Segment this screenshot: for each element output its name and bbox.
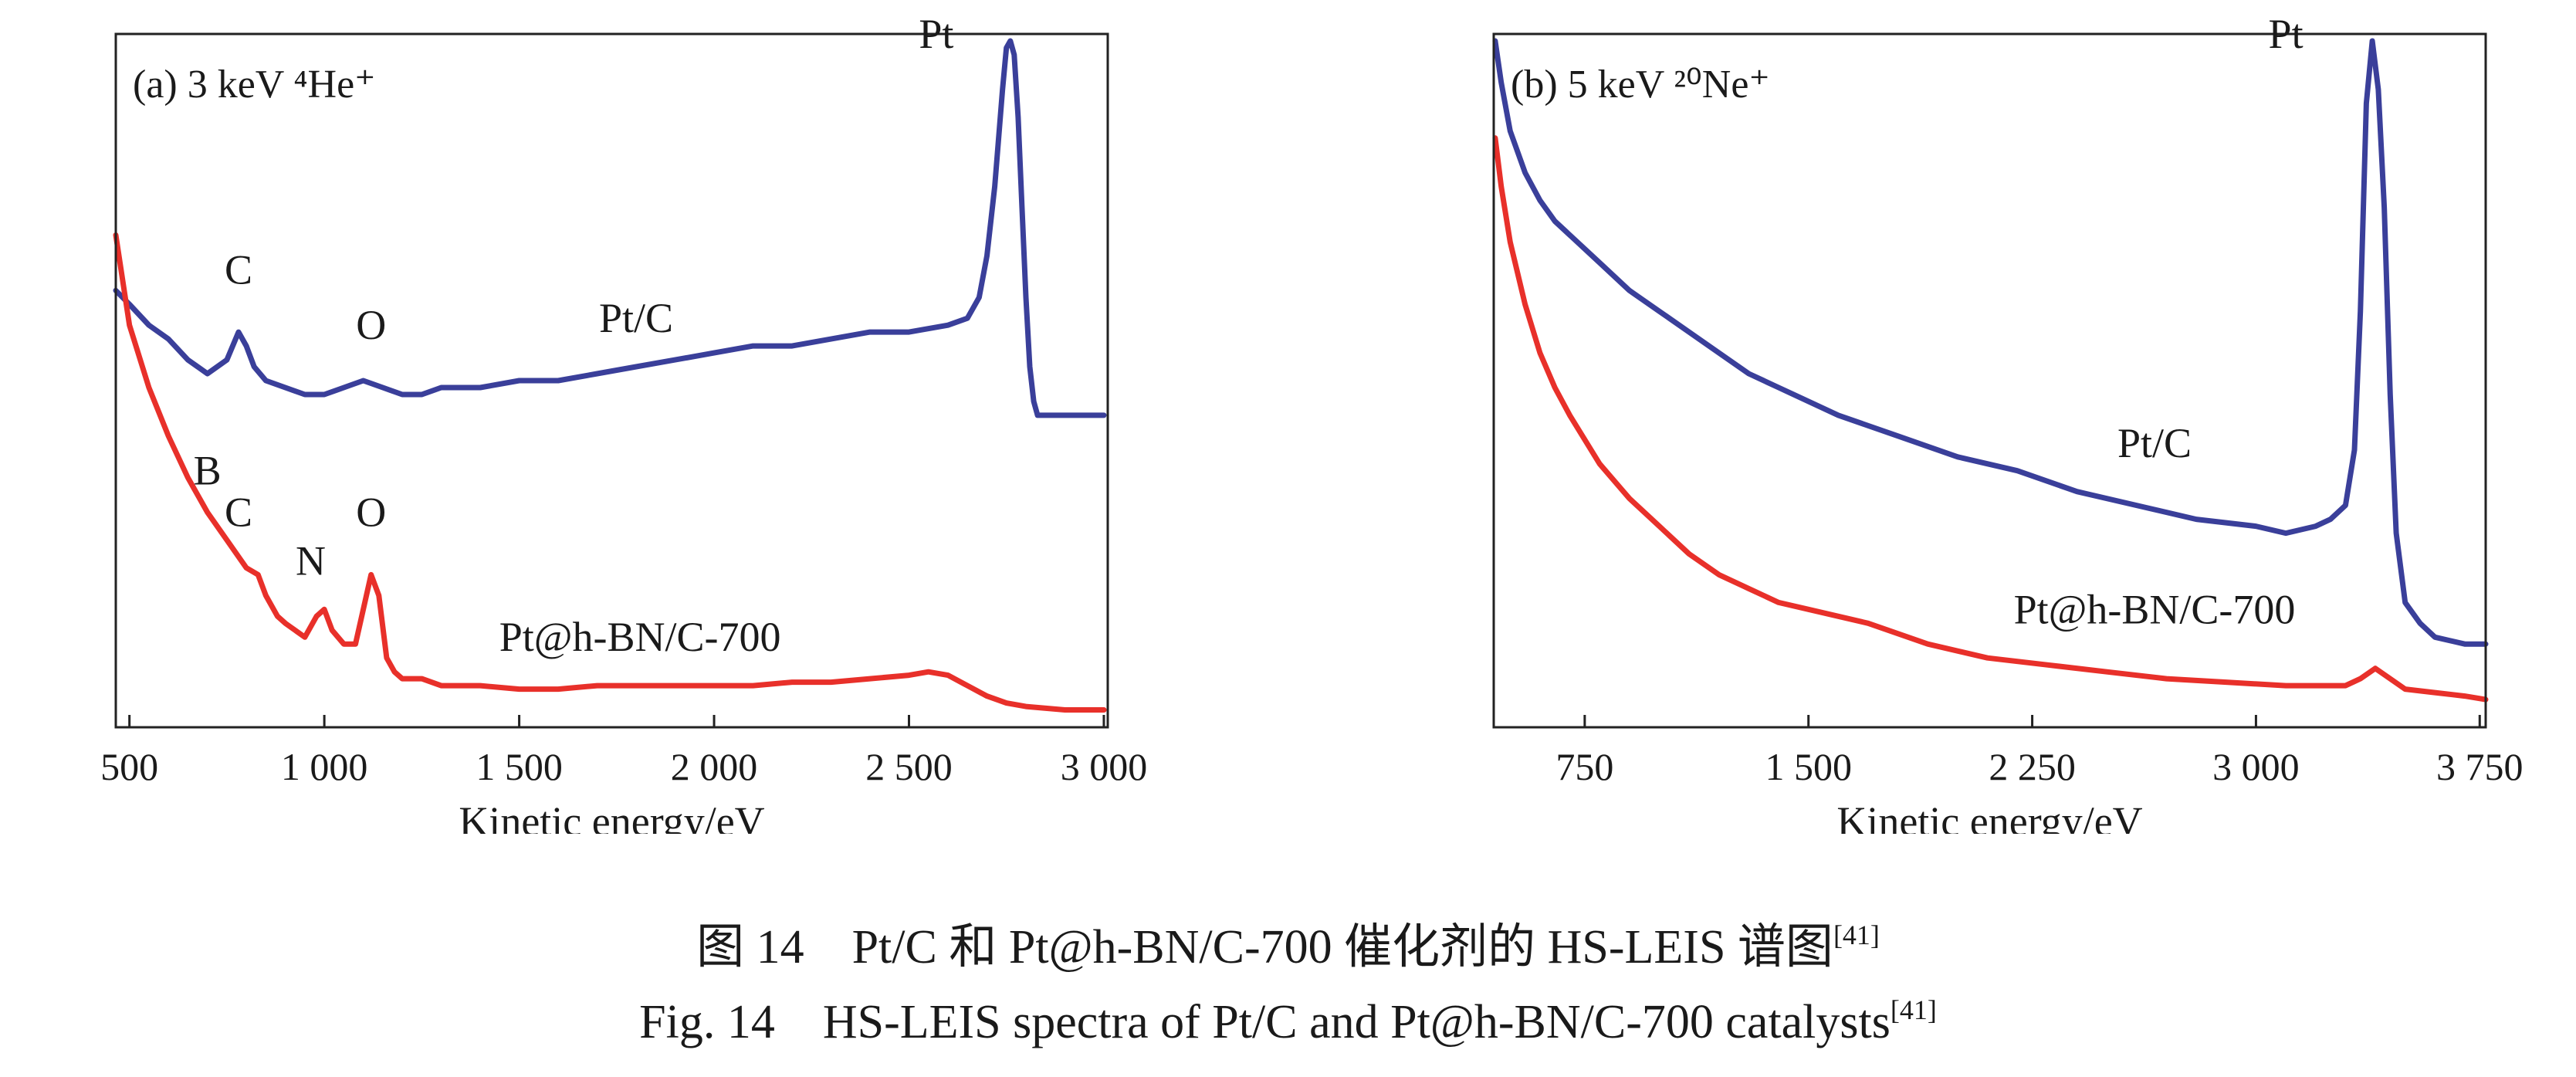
annotation-label: C <box>225 246 252 293</box>
annotation-label: C <box>225 489 252 536</box>
x-tick-label: 2 000 <box>671 745 758 788</box>
annotation-label: O <box>356 302 386 348</box>
chart-panel-a: 500 1 000 1 500 2 000 2 500 3 000 Kinetic ener… <box>100 11 1147 834</box>
x-tick-label: 1 500 <box>476 745 563 788</box>
x-tick-label: 3 000 <box>2212 745 2300 788</box>
caption-cn-ref: [41] <box>1833 920 1880 950</box>
x-tick-label: 2 500 <box>865 745 953 788</box>
x-tick-label: 2 250 <box>1989 745 2076 788</box>
annotation-label: Pt/C <box>599 295 673 341</box>
plot-frame <box>114 32 1109 729</box>
panel-label: (a) 3 keV ⁴He⁺ <box>133 63 376 107</box>
caption-cn-text: 图 14 Pt/C 和 Pt@h-BN/C-700 催化剂的 HS-LEIS 谱… <box>696 921 1833 974</box>
panel-label: (b) 5 keV ²⁰Ne⁺ <box>1511 63 1770 107</box>
x-axis-label: Kinetic energy/eV <box>459 798 764 834</box>
caption-en-ref: [41] <box>1890 994 1937 1025</box>
annotation-label: O <box>356 489 386 536</box>
annotation-label: Pt@h-BN/C-700 <box>499 614 781 660</box>
series-line-pt-hbn <box>113 232 1107 713</box>
plot-frame <box>1492 32 2487 729</box>
series-line-pt-c <box>1492 38 2489 647</box>
caption-en-text: Fig. 14 HS-LEIS spectra of Pt/C and Pt@h… <box>639 996 1891 1048</box>
x-tick-label: 1 500 <box>1765 745 1852 788</box>
annotation-label: Pt@h-BN/C-700 <box>2014 586 2296 632</box>
figure-caption-english: Fig. 14 HS-LEIS spectra of Pt/C and Pt@h… <box>0 982 2576 1052</box>
x-tick-label: 3 000 <box>1061 745 1148 788</box>
annotation-label: Pt <box>2269 11 2304 57</box>
series-line-pt-hbn <box>1492 135 2489 703</box>
series-line-pt-c <box>113 38 1107 418</box>
annotation-label: B <box>194 448 222 494</box>
figure: 500 1 000 1 500 2 000 2 500 3 000 Kinetic ener… <box>100 11 2524 834</box>
x-axis-label: Kinetic energy/eV <box>1836 798 2142 834</box>
annotation-label: N <box>296 537 326 584</box>
x-tick-label: 500 <box>100 745 158 788</box>
figure-caption-chinese: 图 14 Pt/C 和 Pt@h-BN/C-700 催化剂的 HS-LEIS 谱… <box>0 907 2576 977</box>
x-tick-label: 750 <box>1555 745 1613 788</box>
x-tick-label: 3 750 <box>2436 745 2524 788</box>
x-tick-label: 1 000 <box>281 745 368 788</box>
annotation-label: Pt/C <box>2117 420 2192 466</box>
annotation-label: Pt <box>919 11 953 57</box>
chart-panel-b: 750 1 500 2 250 3 000 3 750 Kinetic energy/eV… <box>1492 11 2524 834</box>
